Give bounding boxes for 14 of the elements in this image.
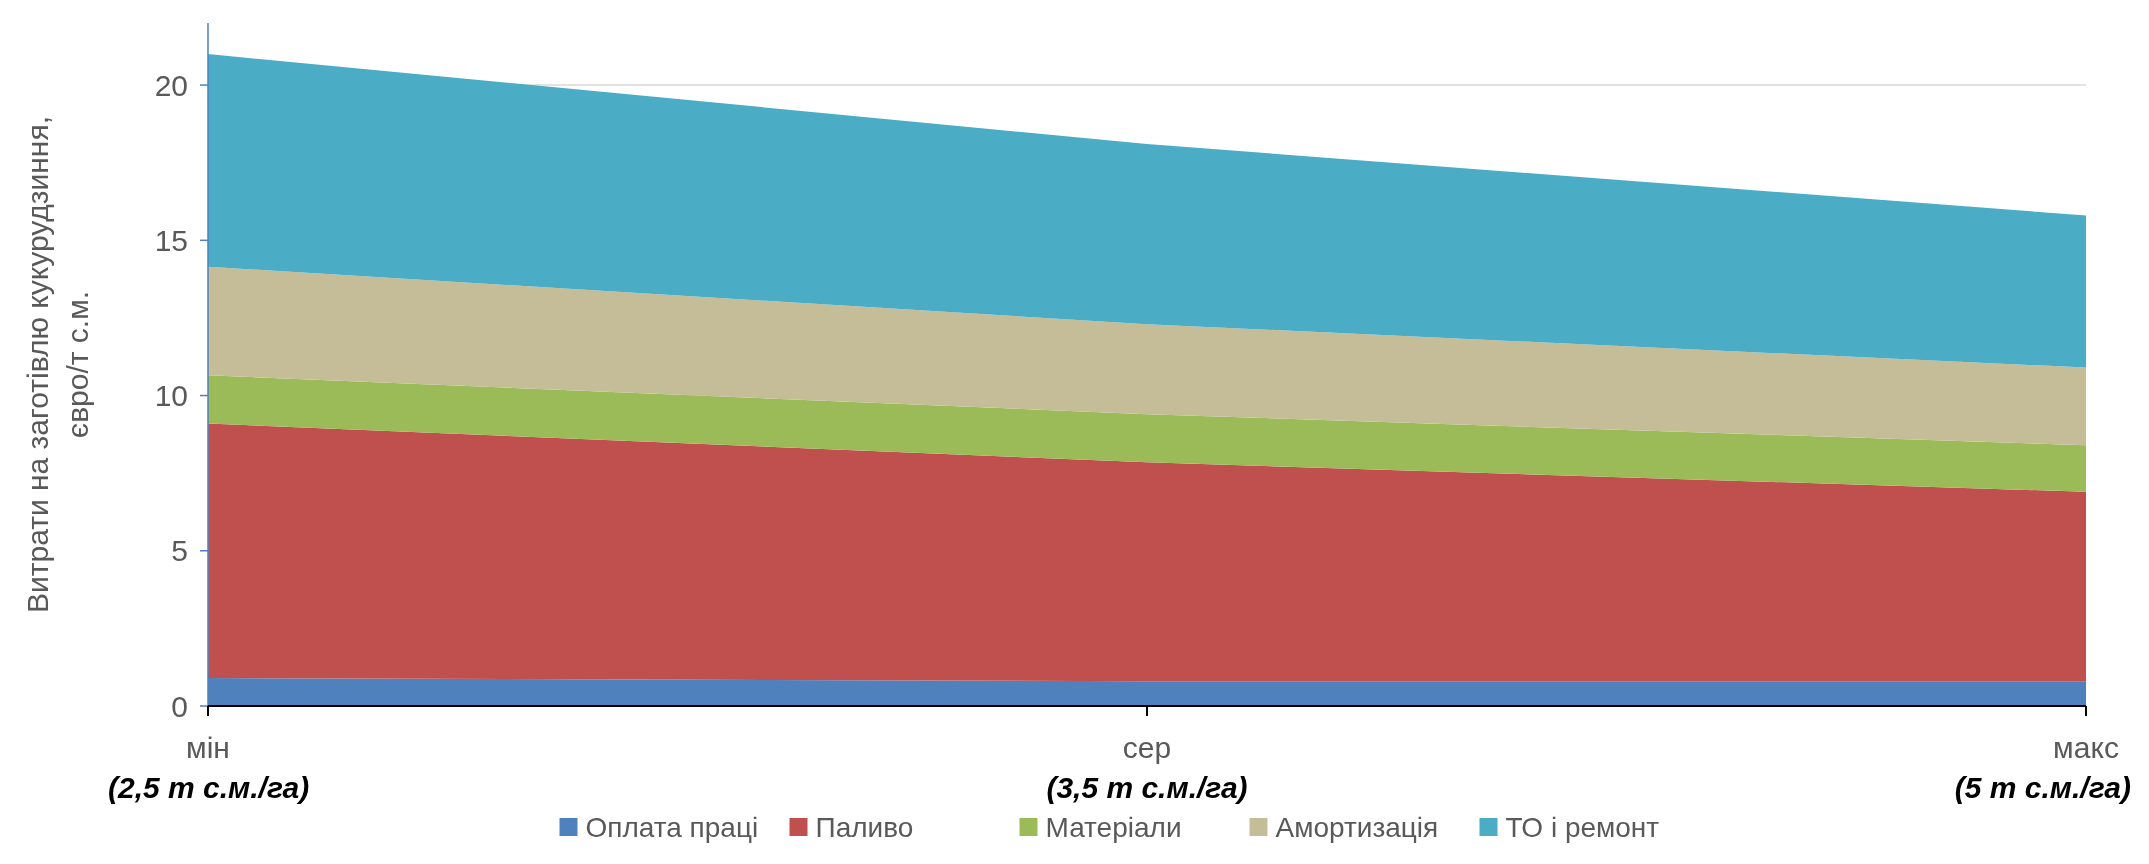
y-tick-label: 20 xyxy=(154,68,188,102)
y-axis-title: Витрати на заготівлю кукурудзиння, євро/т с.м. xyxy=(21,115,94,614)
legend-label: Амортизація xyxy=(1275,811,1439,843)
x-tick-label: макс (5 т с.м./га) xyxy=(1954,731,2131,804)
legend-label: Матеріали xyxy=(1045,811,1182,843)
legend-label: Паливо xyxy=(815,811,914,843)
y-tick-label: 5 xyxy=(171,534,188,568)
y-tick-label: 0 xyxy=(171,689,188,723)
x-tick-label: сер (3,5 т с.м./га) xyxy=(1046,731,1248,804)
legend-label: Оплата праці xyxy=(585,811,759,843)
y-tick-label: 10 xyxy=(154,379,188,413)
legend-label: ТО і ремонт xyxy=(1505,811,1660,843)
x-tick-label: мін (2,5 т с.м./га) xyxy=(108,731,310,804)
y-tick-label: 15 xyxy=(154,223,188,257)
